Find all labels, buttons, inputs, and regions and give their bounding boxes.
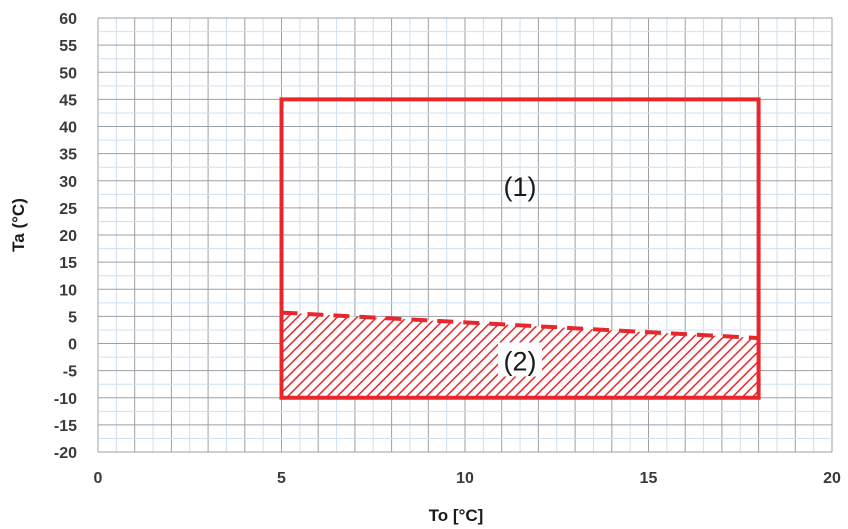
- y-tick-label: 0: [68, 337, 77, 354]
- region-2-boundary-dashed-line: [281, 310, 759, 341]
- regions: (1) (2): [279, 97, 761, 400]
- y-tick-label: 45: [59, 92, 77, 109]
- y-tick-label: -15: [54, 418, 77, 435]
- y-tick-label: -5: [63, 364, 77, 381]
- x-tick-label: 5: [277, 470, 286, 487]
- x-tick-label: 0: [94, 470, 103, 487]
- y-axis-title: Ta (°C): [9, 198, 28, 252]
- x-tick-label: 15: [640, 470, 658, 487]
- region-1-rectangle: [279, 97, 761, 400]
- y-tick-label: -20: [54, 445, 77, 462]
- region-1-label: (1): [504, 172, 537, 202]
- y-tick-label: 20: [59, 228, 77, 245]
- y-tick-label: 55: [59, 38, 77, 55]
- x-axis-title: To [°C]: [429, 506, 484, 525]
- x-axis-ticks: 0 5 10 15 20: [94, 470, 841, 487]
- y-tick-label: 10: [59, 282, 77, 299]
- y-tick-label: 15: [59, 255, 77, 272]
- y-tick-label: 5: [68, 309, 77, 326]
- x-tick-label: 10: [456, 470, 474, 487]
- region-2-label: (2): [504, 346, 537, 376]
- y-tick-label: 30: [59, 174, 77, 191]
- y-tick-label: 25: [59, 201, 77, 218]
- x-tick-label: 20: [823, 470, 841, 487]
- y-tick-label: 35: [59, 147, 77, 164]
- y-tick-label: 40: [59, 120, 77, 137]
- y-tick-label: -10: [54, 391, 77, 408]
- region-2-label-background: [498, 342, 543, 377]
- y-tick-label: 60: [59, 11, 77, 28]
- y-tick-label: 50: [59, 65, 77, 82]
